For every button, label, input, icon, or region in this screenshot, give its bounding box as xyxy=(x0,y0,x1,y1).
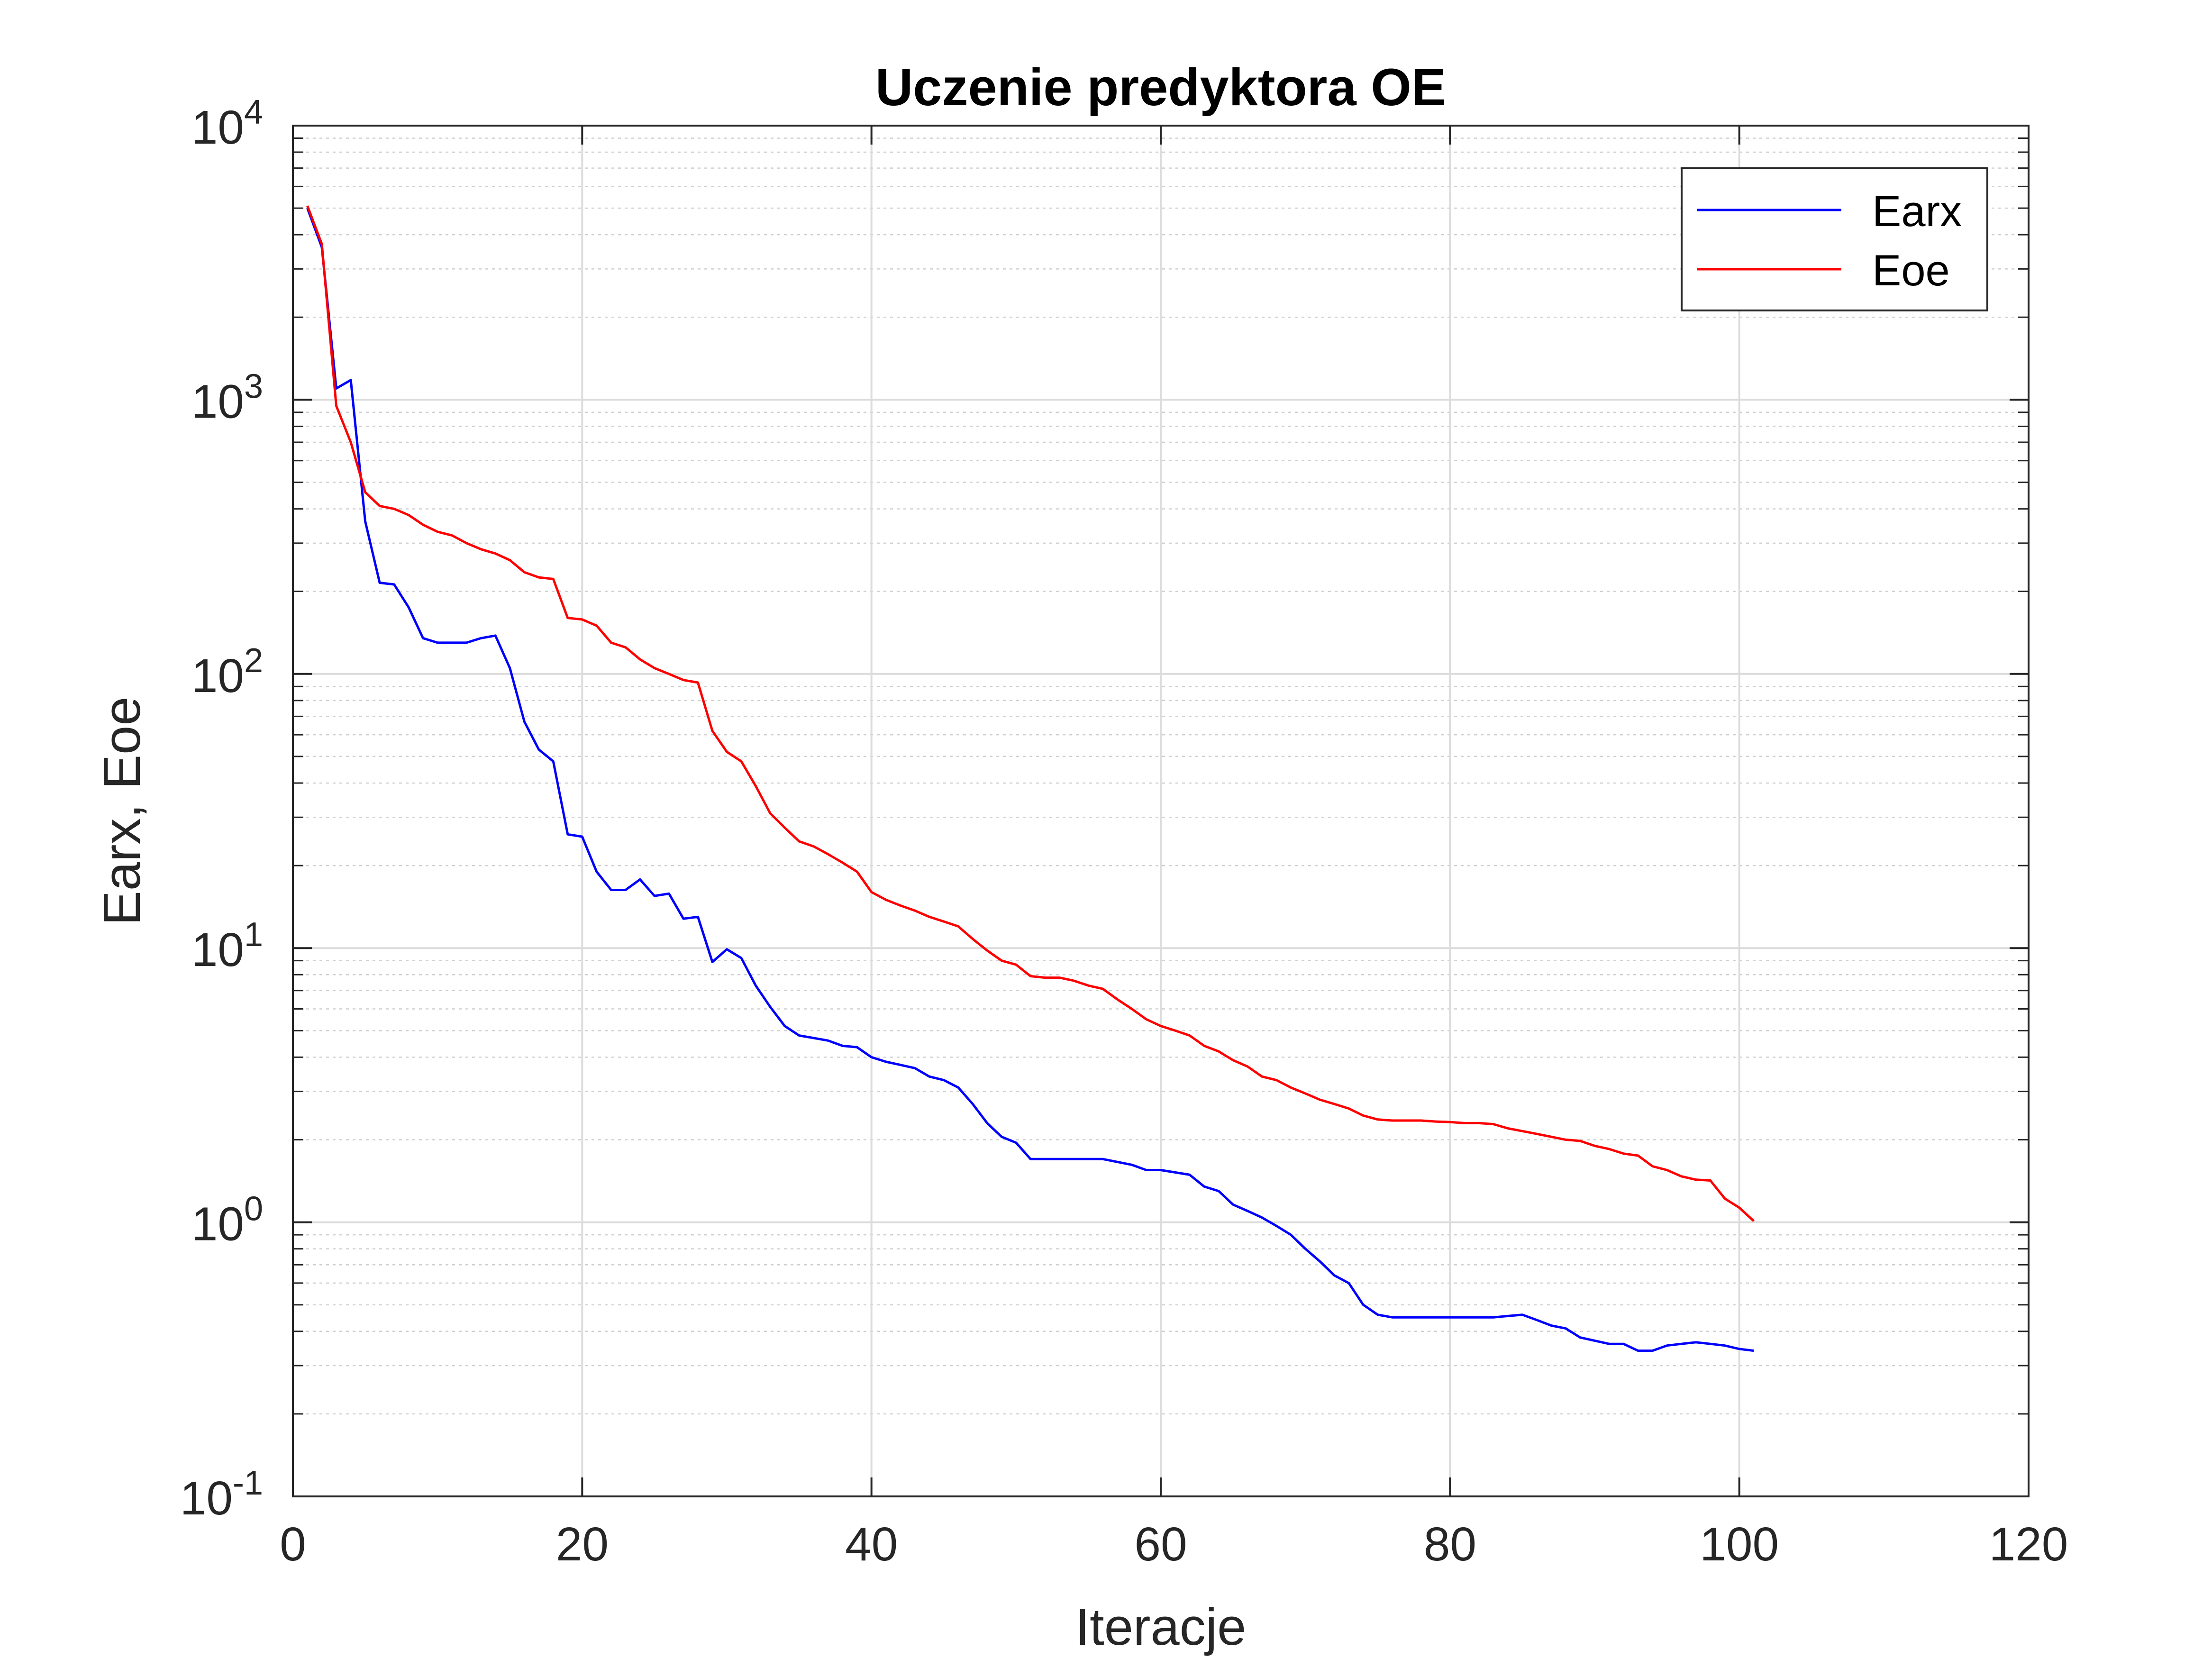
y-tick-label: 103 xyxy=(191,367,263,428)
x-tick-label: 60 xyxy=(1134,1518,1187,1571)
y-tick-label: 101 xyxy=(191,916,263,976)
chart-title: Uczenie predyktora OE xyxy=(875,58,1446,117)
legend-box xyxy=(1681,167,1988,311)
y-axis-label: Earx, Eoe xyxy=(93,696,151,925)
y-tick-label: 10-1 xyxy=(180,1464,263,1525)
tick-labels: 10-1 100 101 102 103 104 0 20 40 60 80 100 120 xyxy=(180,93,2068,1571)
series-line-eoe xyxy=(306,205,1755,1222)
y-tick-label: 102 xyxy=(191,642,263,702)
series-line-earx xyxy=(306,208,1754,1352)
y-tick-label: 100 xyxy=(191,1190,263,1251)
x-tick-label: 40 xyxy=(845,1518,898,1571)
series-lines xyxy=(306,205,1755,1352)
grid xyxy=(293,126,2029,1496)
x-tick-label: 0 xyxy=(280,1518,306,1571)
legend: Earx Eoe xyxy=(1681,167,1988,311)
y-tick-label: 104 xyxy=(191,93,263,154)
x-tick-label: 120 xyxy=(1989,1518,2068,1571)
x-tick-label: 100 xyxy=(1700,1518,1779,1571)
ticks xyxy=(292,125,2030,1497)
x-tick-label: 80 xyxy=(1424,1518,1476,1571)
legend-label-earx: Earx xyxy=(1872,187,1962,236)
legend-label-eoe: Eoe xyxy=(1872,246,1950,295)
x-axis-label: Iteracje xyxy=(1075,1598,1247,1656)
x-tick-label: 20 xyxy=(556,1518,609,1571)
